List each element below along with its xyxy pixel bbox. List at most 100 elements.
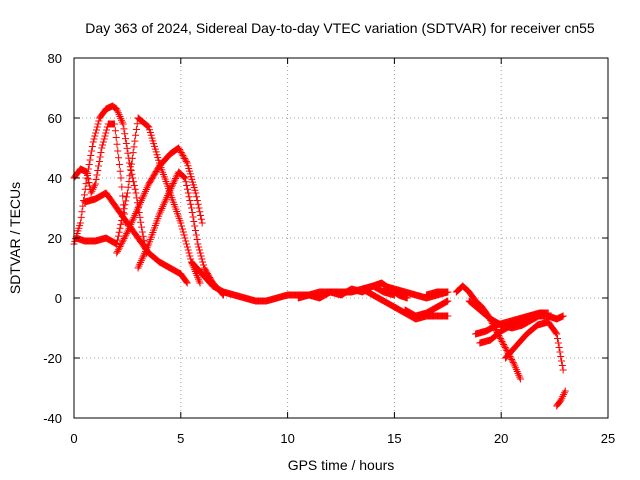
series-sat-s: [553, 387, 569, 410]
data-point: [196, 249, 204, 257]
data-point: [129, 149, 137, 157]
data-point: [103, 126, 111, 134]
data-point: [138, 228, 146, 236]
data-point: [83, 174, 91, 182]
data-point: [559, 312, 567, 320]
data-point: [170, 178, 178, 186]
data-point: [117, 174, 125, 182]
data-point: [179, 228, 187, 236]
y-tick-label: 40: [48, 171, 62, 186]
data-point: [198, 219, 206, 227]
data-point: [130, 143, 138, 151]
data-point: [80, 191, 88, 199]
data-point: [444, 288, 452, 296]
data-point: [123, 144, 131, 152]
data-point: [95, 158, 103, 165]
data-point: [199, 258, 207, 266]
data-point: [180, 173, 188, 181]
data-point: [139, 232, 147, 240]
data-point: [197, 215, 205, 223]
data-point: [192, 231, 200, 239]
data-point: [123, 230, 131, 238]
data-point: [557, 353, 565, 360]
data-point: [179, 152, 187, 159]
y-tick-label: 20: [48, 231, 62, 246]
data-point: [501, 344, 509, 351]
data-point: [508, 357, 516, 365]
data-point: [76, 219, 84, 227]
data-point: [115, 161, 123, 168]
data-point: [132, 131, 140, 139]
data-point: [177, 219, 185, 227]
data-point: [126, 172, 134, 180]
data-point: [96, 153, 104, 161]
data-point: [112, 134, 120, 141]
data-point: [189, 213, 197, 221]
data-point: [168, 183, 176, 191]
series-sat-a: [70, 120, 129, 227]
data-point: [183, 240, 191, 248]
data-point: [123, 193, 131, 201]
data-point: [116, 167, 124, 175]
data-point: [92, 129, 100, 137]
data-point: [116, 243, 124, 251]
data-point: [92, 126, 100, 134]
data-point: [500, 341, 508, 348]
data-point: [180, 231, 188, 239]
data-point: [84, 175, 92, 183]
data-point: [556, 397, 564, 405]
x-tick-label: 0: [70, 431, 77, 446]
data-point: [193, 193, 201, 201]
y-tick-label: 60: [48, 111, 62, 126]
data-point: [115, 244, 123, 252]
data-point: [198, 255, 206, 263]
data-point: [167, 184, 175, 192]
data-point: [91, 180, 99, 188]
series-sat-e: [113, 144, 206, 257]
data-point: [99, 141, 107, 149]
data-point: [128, 160, 136, 168]
data-point: [115, 228, 123, 236]
data-point: [95, 117, 103, 125]
data-point: [133, 120, 141, 128]
data-point: [119, 236, 127, 244]
data-point: [124, 183, 132, 191]
data-point: [196, 279, 204, 287]
data-point: [444, 312, 452, 320]
data-point: [199, 261, 207, 269]
data-point: [85, 179, 93, 186]
data-point: [131, 185, 139, 193]
data-point: [559, 366, 567, 374]
data-point: [118, 183, 126, 191]
data-point: [121, 130, 129, 138]
data-point: [182, 158, 190, 165]
data-point: [93, 123, 101, 131]
data-point: [496, 335, 504, 342]
data-point: [120, 205, 128, 213]
data-point: [193, 236, 201, 243]
data-point: [190, 218, 198, 225]
data-point: [119, 192, 127, 200]
data-point: [559, 392, 567, 400]
data-point: [88, 187, 96, 195]
x-tick-label: 5: [177, 431, 184, 446]
data-point: [85, 161, 93, 168]
x-axis-label: GPS time / hours: [288, 457, 395, 473]
data-point: [187, 204, 195, 212]
data-point: [186, 197, 194, 204]
x-tick-label: 15: [387, 431, 401, 446]
data-point: [143, 122, 151, 130]
data-point: [84, 170, 92, 177]
y-tick-label: -40: [43, 411, 62, 426]
data-point: [172, 175, 180, 183]
series-sat-r: [536, 312, 567, 323]
data-points: [70, 102, 569, 410]
data-point: [88, 143, 96, 150]
data-point: [88, 147, 96, 155]
series-sat-l: [422, 288, 452, 299]
data-point: [87, 189, 95, 197]
data-point: [195, 243, 203, 251]
data-point: [191, 222, 199, 230]
data-point: [127, 166, 135, 174]
x-tick-label: 20: [494, 431, 508, 446]
